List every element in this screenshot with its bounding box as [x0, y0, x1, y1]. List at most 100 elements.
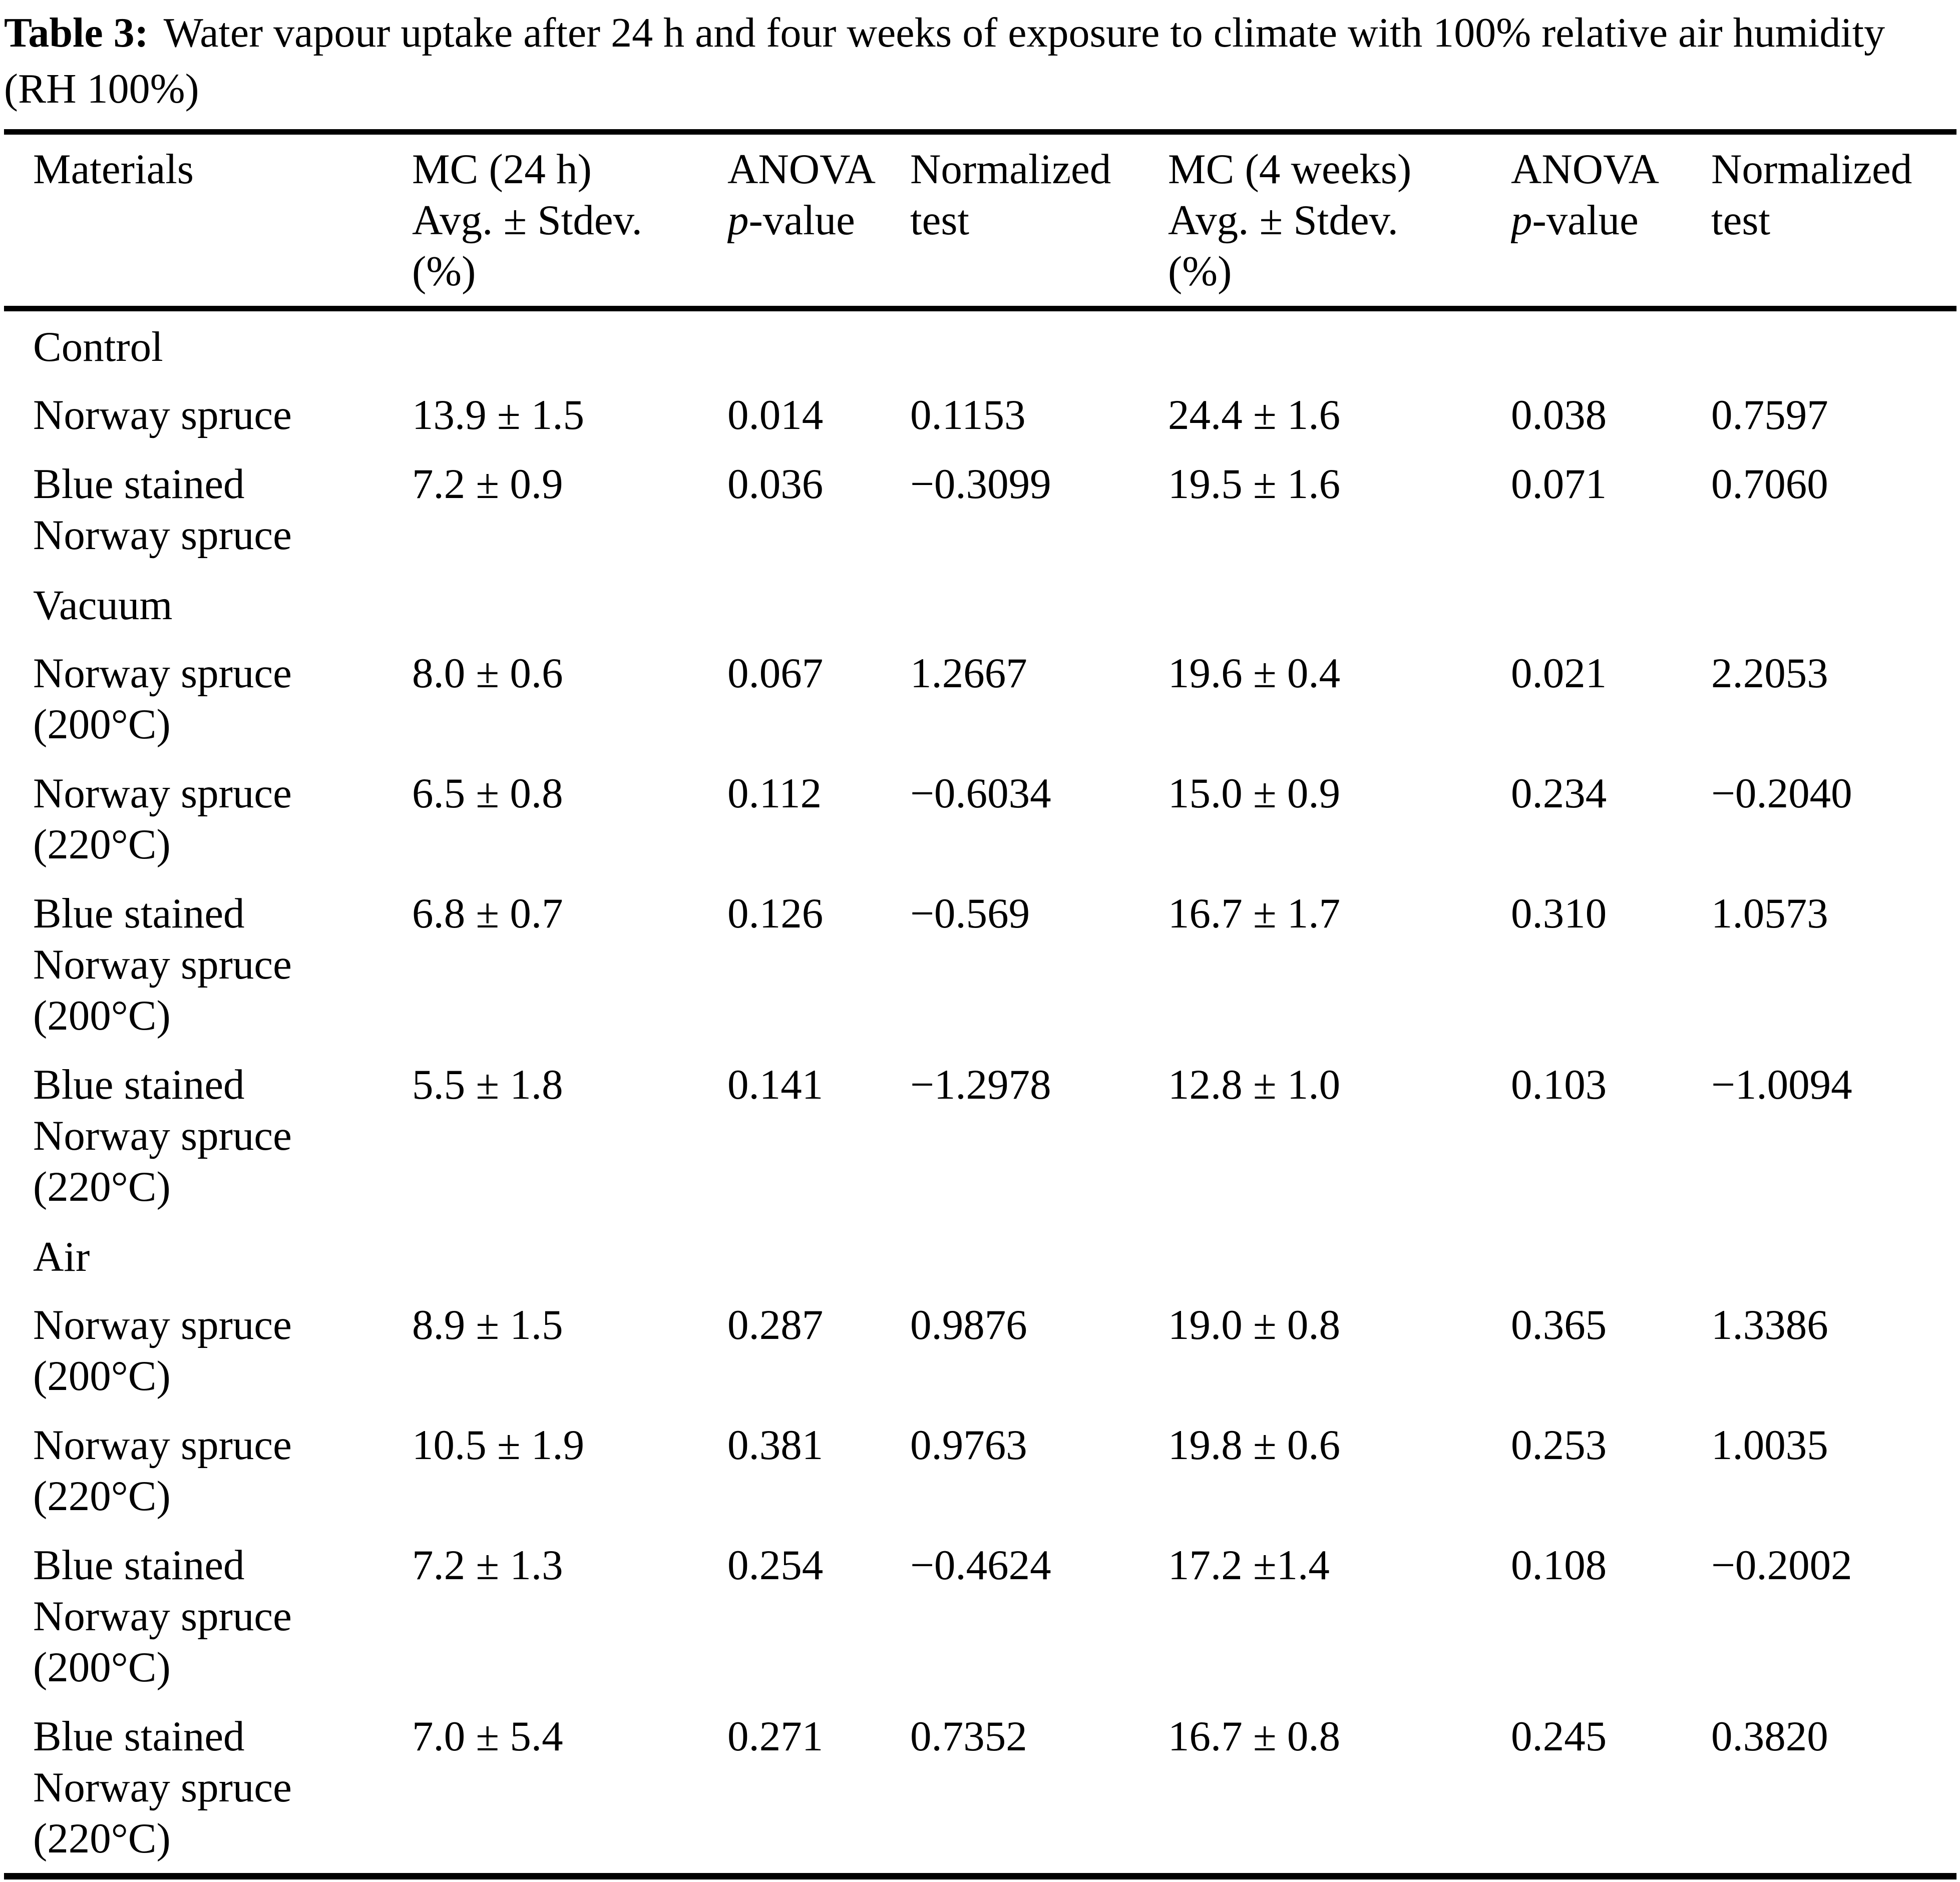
normalized-4w-cell: −1.0094 — [1711, 1061, 1852, 1108]
mc-24h-cell: 6.5 ± 0.8 — [412, 770, 563, 817]
material-line: Blue stained — [33, 460, 245, 508]
material-line: (220°C) — [33, 1815, 171, 1862]
material-line: (200°C) — [33, 1644, 171, 1691]
anova-24h-cell: 0.287 — [727, 1301, 824, 1348]
section-label: Control — [33, 323, 163, 370]
material-line: Norway spruce — [33, 391, 292, 438]
mc-4w-cell: 19.5 ± 1.6 — [1168, 460, 1341, 508]
table-row: Blue stained Norway spruce (220°C) 7.0 ±… — [4, 1702, 1956, 1876]
table-row: Blue stained Norway spruce (200°C) 7.2 ±… — [4, 1531, 1956, 1702]
anova-24h-cell: 0.271 — [727, 1713, 824, 1760]
materials-cell: Blue stained Norway spruce (220°C) — [4, 1702, 412, 1876]
normalized-24h-cell: −0.3099 — [910, 460, 1051, 508]
material-line: Norway spruce — [33, 650, 292, 697]
col-header-mc-24h: MC (24 h) Avg. ± Stdev. (%) — [412, 146, 642, 295]
table-caption: Table 3: Water vapour uptake after 24 h a… — [4, 5, 1960, 117]
materials-cell: Blue stained Norway spruce (220°C) — [4, 1050, 412, 1221]
section-label: Air — [33, 1233, 90, 1280]
anova-24h-cell: 0.036 — [727, 460, 824, 508]
normalized-24h-cell: 1.2667 — [910, 650, 1027, 697]
normalized-4w-cell: 1.0035 — [1711, 1422, 1828, 1469]
materials-cell: Norway spruce (220°C) — [4, 759, 412, 879]
material-line: (200°C) — [33, 992, 171, 1039]
anova-4w-cell: 0.365 — [1511, 1301, 1607, 1348]
materials-cell: Blue stained Norway spruce — [4, 449, 412, 570]
anova-4w-cell: 0.253 — [1511, 1422, 1607, 1469]
normalized-4w-cell: 2.2053 — [1711, 650, 1828, 697]
normalized-24h-cell: −1.2978 — [910, 1061, 1051, 1108]
material-line: Norway spruce — [33, 1422, 292, 1469]
caption-text: Water vapour uptake after 24 h and four … — [163, 10, 1885, 56]
mc-24h-cell: 10.5 ± 1.9 — [412, 1422, 585, 1469]
col-header-normalized-24h: Normalized test — [910, 146, 1111, 244]
mc-4w-cell: 12.8 ± 1.0 — [1168, 1061, 1341, 1108]
normalized-24h-cell: −0.4624 — [910, 1542, 1051, 1589]
material-line: (220°C) — [33, 821, 171, 868]
materials-cell: Blue stained Norway spruce (200°C) — [4, 879, 412, 1050]
material-line: Norway spruce — [33, 1764, 292, 1811]
material-line: Norway spruce — [33, 1112, 292, 1159]
mc-24h-cell: 8.0 ± 0.6 — [412, 650, 563, 697]
material-line: Norway spruce — [33, 941, 292, 988]
material-line: (220°C) — [33, 1163, 171, 1210]
normalized-4w-cell: 0.7060 — [1711, 460, 1828, 508]
material-line: Norway spruce — [33, 770, 292, 817]
mc-24h-cell: 7.2 ± 0.9 — [412, 460, 563, 508]
anova-24h-cell: 0.141 — [727, 1061, 824, 1108]
mc-24h-cell: 13.9 ± 1.5 — [412, 391, 585, 438]
data-table: Materials MC (24 h) Avg. ± Stdev. (%) AN… — [4, 129, 1956, 1879]
material-line: Norway spruce — [33, 512, 292, 559]
mc-4w-cell: 19.8 ± 0.6 — [1168, 1422, 1341, 1469]
materials-cell: Norway spruce — [4, 380, 412, 449]
anova-24h-cell: 0.014 — [727, 391, 824, 438]
material-line: (200°C) — [33, 701, 171, 748]
anova-4w-cell: 0.234 — [1511, 770, 1607, 817]
anova-24h-cell: 0.126 — [727, 890, 824, 937]
mc-4w-cell: 16.7 ± 1.7 — [1168, 890, 1341, 937]
material-line: Blue stained — [33, 1542, 245, 1589]
normalized-4w-cell: 1.0573 — [1711, 890, 1828, 937]
materials-cell: Norway spruce (200°C) — [4, 639, 412, 759]
anova-4w-cell: 0.021 — [1511, 650, 1607, 697]
table-row: Blue stained Norway spruce 7.2 ± 0.9 0.0… — [4, 449, 1956, 570]
anova-4w-cell: 0.071 — [1511, 460, 1607, 508]
materials-cell: Blue stained Norway spruce (200°C) — [4, 1531, 412, 1702]
material-line: Blue stained — [33, 1713, 245, 1760]
normalized-24h-cell: 0.9763 — [910, 1422, 1027, 1469]
material-line: (200°C) — [33, 1352, 171, 1399]
mc-24h-cell: 6.8 ± 0.7 — [412, 890, 563, 937]
material-line: Blue stained — [33, 1061, 245, 1108]
table-row: Blue stained Norway spruce (200°C) 6.8 ±… — [4, 879, 1956, 1050]
mc-4w-cell: 19.6 ± 0.4 — [1168, 650, 1341, 697]
mc-24h-cell: 5.5 ± 1.8 — [412, 1061, 563, 1108]
normalized-4w-cell: −0.2002 — [1711, 1542, 1852, 1589]
col-header-materials: Materials — [33, 146, 194, 193]
material-line: Norway spruce — [33, 1593, 292, 1640]
header-row: Materials MC (24 h) Avg. ± Stdev. (%) AN… — [4, 132, 1956, 309]
table-row: Norway spruce (200°C) 8.9 ± 1.5 0.287 0.… — [4, 1290, 1956, 1410]
section-label: Vacuum — [33, 582, 173, 629]
col-header-anova-4w: ANOVA p-value — [1511, 146, 1659, 244]
materials-cell: Norway spruce (200°C) — [4, 1290, 412, 1410]
anova-24h-cell: 0.112 — [727, 770, 822, 817]
col-header-normalized-4w: Normalized test — [1711, 146, 1912, 244]
caption-line-1: Table 3: Water vapour uptake after 24 h a… — [4, 5, 1960, 61]
mc-24h-cell: 7.2 ± 1.3 — [412, 1542, 563, 1589]
anova-4w-cell: 0.245 — [1511, 1713, 1607, 1760]
material-line: Blue stained — [33, 890, 245, 937]
anova-24h-cell: 0.254 — [727, 1542, 824, 1589]
table-row: Norway spruce (200°C) 8.0 ± 0.6 0.067 1.… — [4, 639, 1956, 759]
normalized-24h-cell: −0.569 — [910, 890, 1030, 937]
normalized-24h-cell: 0.7352 — [910, 1713, 1027, 1760]
section-row-vacuum: Vacuum — [4, 570, 1956, 639]
normalized-24h-cell: 0.1153 — [910, 391, 1026, 438]
table-row: Norway spruce 13.9 ± 1.5 0.014 0.1153 24… — [4, 380, 1956, 449]
section-row-air: Air — [4, 1221, 1956, 1290]
mc-24h-cell: 7.0 ± 5.4 — [412, 1713, 563, 1760]
section-row-control: Control — [4, 309, 1956, 381]
table-number-label: Table 3: — [4, 10, 149, 56]
normalized-24h-cell: 0.9876 — [910, 1301, 1027, 1348]
table-row: Norway spruce (220°C) 6.5 ± 0.8 0.112 −0… — [4, 759, 1956, 879]
mc-24h-cell: 8.9 ± 1.5 — [412, 1301, 563, 1348]
